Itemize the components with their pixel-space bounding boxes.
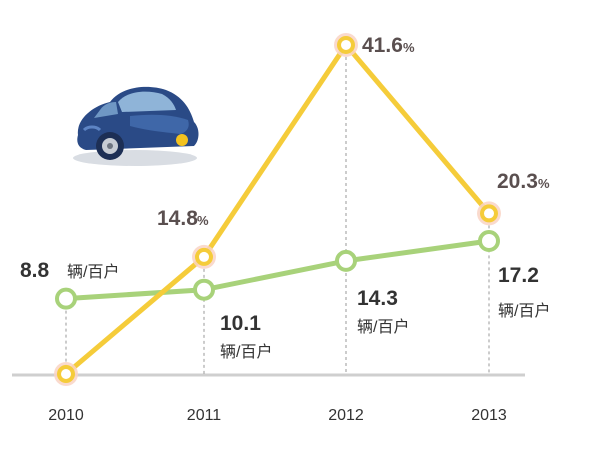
ownership-label-2011: 10.1 辆/百户: [220, 312, 272, 361]
ownership-value-2012: 14.3: [357, 287, 398, 310]
growth-value-2012: 41.6: [362, 34, 403, 57]
growth-label-2012: 41.6 %: [362, 34, 415, 57]
growth-point-2012: [337, 35, 355, 54]
ownership-point-2013: [478, 230, 500, 253]
x-tick-2013: 2013: [471, 407, 507, 424]
ownership-point-2010: [55, 287, 77, 310]
ownership-unit-2012: 辆/百户: [357, 318, 409, 336]
growth-value-2011: 14.8: [157, 207, 198, 230]
x-tick-2011: 2011: [187, 407, 222, 424]
series-lines: [63, 42, 492, 377]
ownership-unit-2010: 辆/百户: [67, 263, 119, 281]
x-tick-2010: 2010: [48, 407, 84, 424]
ownership-unit-2013: 辆/百户: [498, 302, 550, 320]
growth-label-2011: 14.8 %: [157, 207, 209, 230]
series-markers: [54, 32, 501, 386]
ownership-value-2011: 10.1: [220, 312, 261, 335]
ownership-label-2012: 14.3 辆/百户: [357, 287, 409, 336]
growth-point-2013: [480, 204, 498, 223]
growth-point-2011: [195, 247, 213, 266]
ownership-point-2012: [335, 249, 357, 272]
ownership-point-2011: [193, 278, 215, 301]
ownership-unit-2011: 辆/百户: [220, 343, 272, 361]
growth-point-2010: [57, 365, 75, 383]
ownership-value-2013: 17.2: [498, 264, 539, 287]
ownership-label-2013: 17.2 辆/百户: [498, 264, 550, 320]
ownership-value-2010: 8.8: [20, 259, 50, 282]
growth-label-2013: 20.3 %: [497, 170, 550, 193]
growth-suffix-2011: %: [197, 213, 209, 228]
growth-series-line: [63, 42, 492, 377]
growth-suffix-2013: %: [538, 176, 550, 191]
growth-value-2013: 20.3: [497, 170, 538, 193]
x-tick-2012: 2012: [328, 407, 364, 424]
ownership-series-line: [63, 238, 492, 302]
growth-suffix-2012: %: [403, 40, 415, 55]
car-icon: [73, 86, 199, 166]
ownership-label-2010: 8.8 辆/百户: [20, 259, 119, 282]
